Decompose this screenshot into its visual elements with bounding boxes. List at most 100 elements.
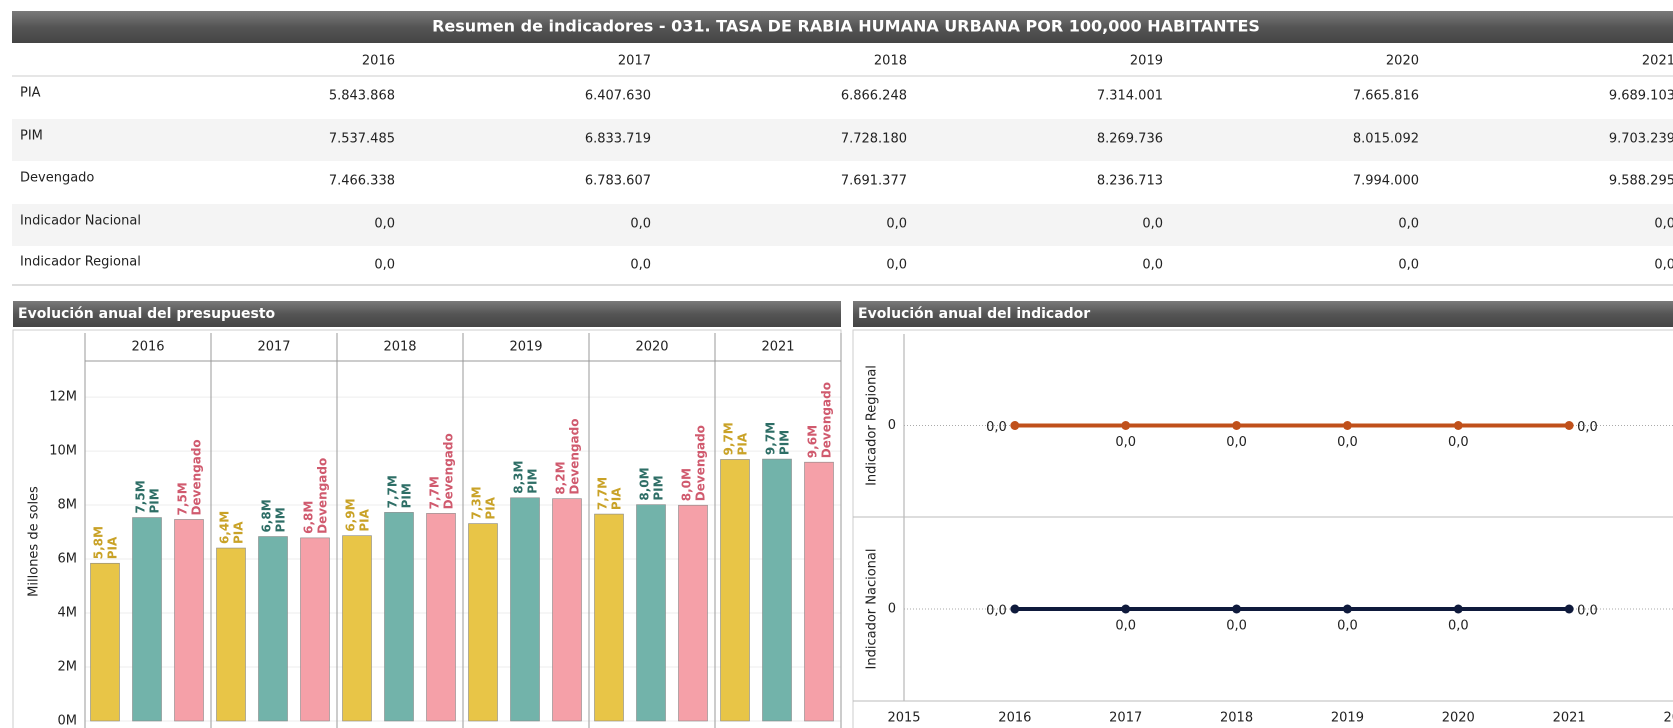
data-label: 7,7M: [428, 476, 442, 509]
y-tick-label: 6M: [58, 552, 78, 567]
column-header: 2016: [362, 54, 395, 69]
table-cell: 0,0: [374, 258, 395, 273]
category-label: 2021: [761, 340, 794, 355]
series-label: PIA: [610, 487, 624, 510]
x-tick-label: 2017: [1109, 711, 1142, 726]
table-cell: 0,0: [374, 217, 395, 232]
bar: [426, 513, 456, 722]
table-cell: 8.236.713: [1097, 174, 1163, 189]
row-background: [12, 245, 1673, 287]
data-label: 8,3M: [512, 461, 526, 494]
y-tick-label: 4M: [58, 606, 78, 621]
column-header: 2019: [1130, 54, 1163, 69]
x-tick-label: 2015: [887, 711, 920, 726]
table-cell: 7.728.180: [841, 132, 907, 147]
data-label: 8,0M: [680, 468, 694, 501]
series-label: PIM: [400, 483, 414, 508]
table-cell: 0,0: [630, 258, 651, 273]
panel-header: [853, 301, 1673, 327]
table-cell: 5.843.868: [329, 89, 395, 104]
table-cell: 9.588.295: [1609, 174, 1673, 189]
column-header: 2017: [618, 54, 651, 69]
data-label: 7,3M: [470, 486, 484, 519]
data-label: 0,0: [1577, 604, 1598, 619]
bar: [132, 517, 162, 722]
series-label: PIA: [232, 521, 246, 544]
point: [1342, 421, 1352, 430]
table-cell: 0,0: [1654, 217, 1673, 232]
table-cell: 7.691.377: [841, 174, 907, 189]
bar: [342, 535, 372, 722]
point: [1564, 421, 1574, 430]
point: [1564, 604, 1574, 614]
data-label: 0,0: [1226, 435, 1247, 450]
bar: [258, 536, 288, 722]
panel-frame: [852, 329, 1673, 728]
data-label: 0,0: [1337, 619, 1358, 634]
data-label: 8,2M: [554, 461, 568, 494]
table-cell: 9.689.103: [1609, 89, 1673, 104]
series-label: Devengado: [694, 425, 708, 501]
y-tick-label: 8M: [58, 498, 78, 513]
row-background: [12, 76, 1673, 118]
panel-header: [13, 301, 841, 327]
data-label: 0,0: [1337, 435, 1358, 450]
table-cell: 8.015.092: [1353, 132, 1419, 147]
y-tick-label: 0: [888, 602, 896, 617]
data-label: 7,7M: [596, 477, 610, 510]
data-label: 0,0: [986, 420, 1007, 435]
y-tick-label: 10M: [49, 444, 77, 459]
data-label: 0,0: [986, 604, 1007, 619]
data-label: 0,0: [1115, 619, 1136, 634]
point: [1121, 421, 1131, 430]
bar: [90, 562, 120, 722]
panel-title: Evolución anual del indicador: [858, 306, 1090, 322]
bar: [594, 513, 624, 722]
point: [1453, 604, 1463, 614]
column-header: 2018: [874, 54, 907, 69]
data-label: 8,0M: [638, 467, 652, 500]
table-cell: 7.537.485: [329, 132, 395, 147]
table-cell: 0,0: [1398, 217, 1419, 232]
table-cell: 7.466.338: [329, 174, 395, 189]
facet-title: Indicador Regional: [865, 365, 880, 486]
bar: [300, 537, 330, 722]
table-cell: 7.314.001: [1097, 89, 1163, 104]
data-label: 0,0: [1577, 420, 1598, 435]
series-label: PIM: [652, 475, 666, 500]
table-cell: 7.665.816: [1353, 89, 1419, 104]
x-tick-label: 2018: [1220, 711, 1253, 726]
series-label: PIM: [778, 430, 792, 455]
point: [1342, 604, 1352, 614]
table-cell: 0,0: [1142, 258, 1163, 273]
x-tick-label: 2016: [998, 711, 1031, 726]
y-tick-label: 0: [888, 418, 896, 433]
x-tick-label: 2022: [1663, 711, 1673, 726]
series-label: PIM: [148, 488, 162, 513]
point: [1232, 421, 1242, 430]
x-tick-label: 2020: [1442, 711, 1475, 726]
row-background: [12, 161, 1673, 203]
data-label: 0,0: [1448, 435, 1469, 450]
panel-title: Evolución anual del presupuesto: [18, 306, 276, 322]
row-background: [12, 119, 1673, 161]
category-label: 2016: [131, 340, 164, 355]
point: [1453, 421, 1463, 430]
bar: [636, 504, 666, 722]
data-label: 9,7M: [764, 422, 778, 455]
column-header: 2021: [1642, 54, 1673, 69]
table-cell: 6.833.719: [585, 132, 651, 147]
facet-title: Indicador Nacional: [865, 549, 880, 670]
data-label: 0,0: [1226, 619, 1247, 634]
category-label: 2020: [635, 340, 668, 355]
bar: [384, 512, 414, 722]
bar: [762, 458, 792, 722]
data-label: 7,7M: [386, 475, 400, 508]
table-cell: 0,0: [886, 217, 907, 232]
bar: [468, 523, 498, 722]
point: [1010, 604, 1020, 614]
table-cell: 0,0: [1142, 217, 1163, 232]
data-label: 9,6M: [806, 425, 820, 458]
bar: [720, 459, 750, 722]
